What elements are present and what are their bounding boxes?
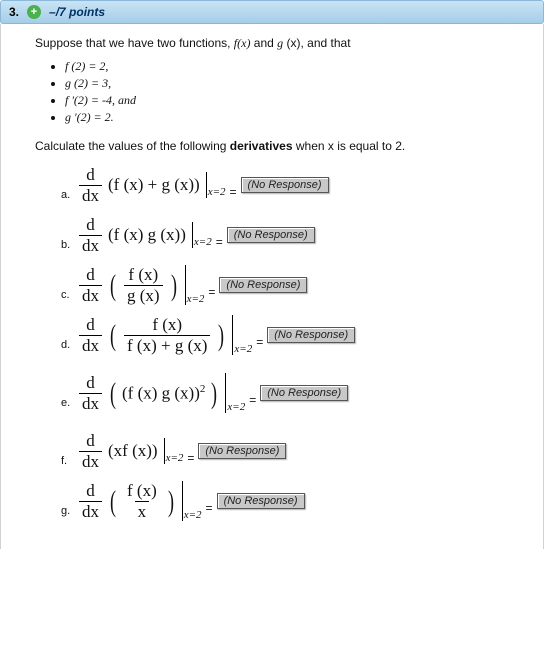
equals: = — [208, 285, 215, 307]
prompt-post: , and that — [300, 36, 350, 50]
math-expr: ddx (f (x) + g (x)) x=2 — [77, 165, 226, 206]
question-body: Suppose that we have two functions, f(x)… — [0, 24, 544, 549]
question-number: 3. — [9, 5, 19, 19]
prompt-fx: f(x) — [234, 36, 251, 50]
given-item: f '(2) = -4, and — [65, 93, 533, 108]
row-g: g. ddx ( f (x)x ) x=2 = (No Response) — [61, 479, 533, 523]
response-box[interactable]: (No Response) — [217, 493, 305, 509]
row-f: f. ddx (xf (x)) x=2 = (No Response) — [61, 429, 533, 473]
equals: = — [230, 185, 237, 207]
response-box[interactable]: (No Response) — [260, 385, 348, 401]
math-expr: ddx ( f (x)f (x) + g (x) ) x=2 — [77, 315, 252, 356]
row-e: e. ddx ( (f (x) g (x))2 ) x=2 = (No Resp… — [61, 371, 533, 415]
math-expr: ddx ( f (x)g (x) ) x=2 — [77, 265, 204, 306]
given-item: g (2) = 3, — [65, 76, 533, 91]
equals: = — [216, 235, 223, 257]
equals: = — [256, 335, 263, 357]
given-item: g '(2) = 2. — [65, 110, 533, 125]
row-a: a. ddx (f (x) + g (x)) x=2 = (No Respons… — [61, 163, 533, 207]
given-item: f (2) = 2, — [65, 59, 533, 74]
prompt-gx2: (x) — [283, 36, 300, 50]
given-list: f (2) = 2, g (2) = 3, f '(2) = -4, and g… — [35, 59, 533, 125]
row-label: f. — [61, 455, 77, 473]
points-label: –/7 points — [49, 5, 105, 19]
prompt-text: Suppose that we have two functions, f(x)… — [35, 36, 533, 51]
row-label: a. — [61, 189, 77, 207]
row-label: c. — [61, 289, 77, 307]
equals: = — [249, 393, 256, 415]
row-label: g. — [61, 505, 77, 523]
calc-post: when x is equal to 2. — [293, 139, 406, 153]
row-label: e. — [61, 397, 77, 415]
row-b: b. ddx (f (x) g (x)) x=2 = (No Response) — [61, 213, 533, 257]
math-expr: ddx (f (x) g (x)) x=2 — [77, 215, 212, 256]
calc-pre: Calculate the values of the following — [35, 139, 230, 153]
calc-prompt: Calculate the values of the following de… — [35, 139, 533, 153]
response-box[interactable]: (No Response) — [241, 177, 329, 193]
row-label: b. — [61, 239, 77, 257]
row-c: c. ddx ( f (x)g (x) ) x=2 = (No Response… — [61, 263, 533, 307]
response-box[interactable]: (No Response) — [267, 327, 355, 343]
response-box[interactable]: (No Response) — [227, 227, 315, 243]
prompt-pre: Suppose that we have two functions, — [35, 36, 234, 50]
row-d: d. ddx ( f (x)f (x) + g (x) ) x=2 = (No … — [61, 313, 533, 357]
prompt-mid: and — [250, 36, 277, 50]
math-expr: ddx (xf (x)) x=2 — [77, 431, 183, 472]
derivative-list: a. ddx (f (x) + g (x)) x=2 = (No Respons… — [35, 163, 533, 523]
question-header: 3. + –/7 points — [0, 0, 544, 24]
response-box[interactable]: (No Response) — [219, 277, 307, 293]
math-expr: ddx ( (f (x) g (x))2 ) x=2 — [77, 373, 245, 414]
row-label: d. — [61, 339, 77, 357]
calc-bold: derivatives — [230, 139, 293, 153]
expand-icon[interactable]: + — [27, 5, 41, 19]
equals: = — [206, 501, 213, 523]
response-box[interactable]: (No Response) — [198, 443, 286, 459]
equals: = — [187, 451, 194, 473]
math-expr: ddx ( f (x)x ) x=2 — [77, 481, 202, 522]
